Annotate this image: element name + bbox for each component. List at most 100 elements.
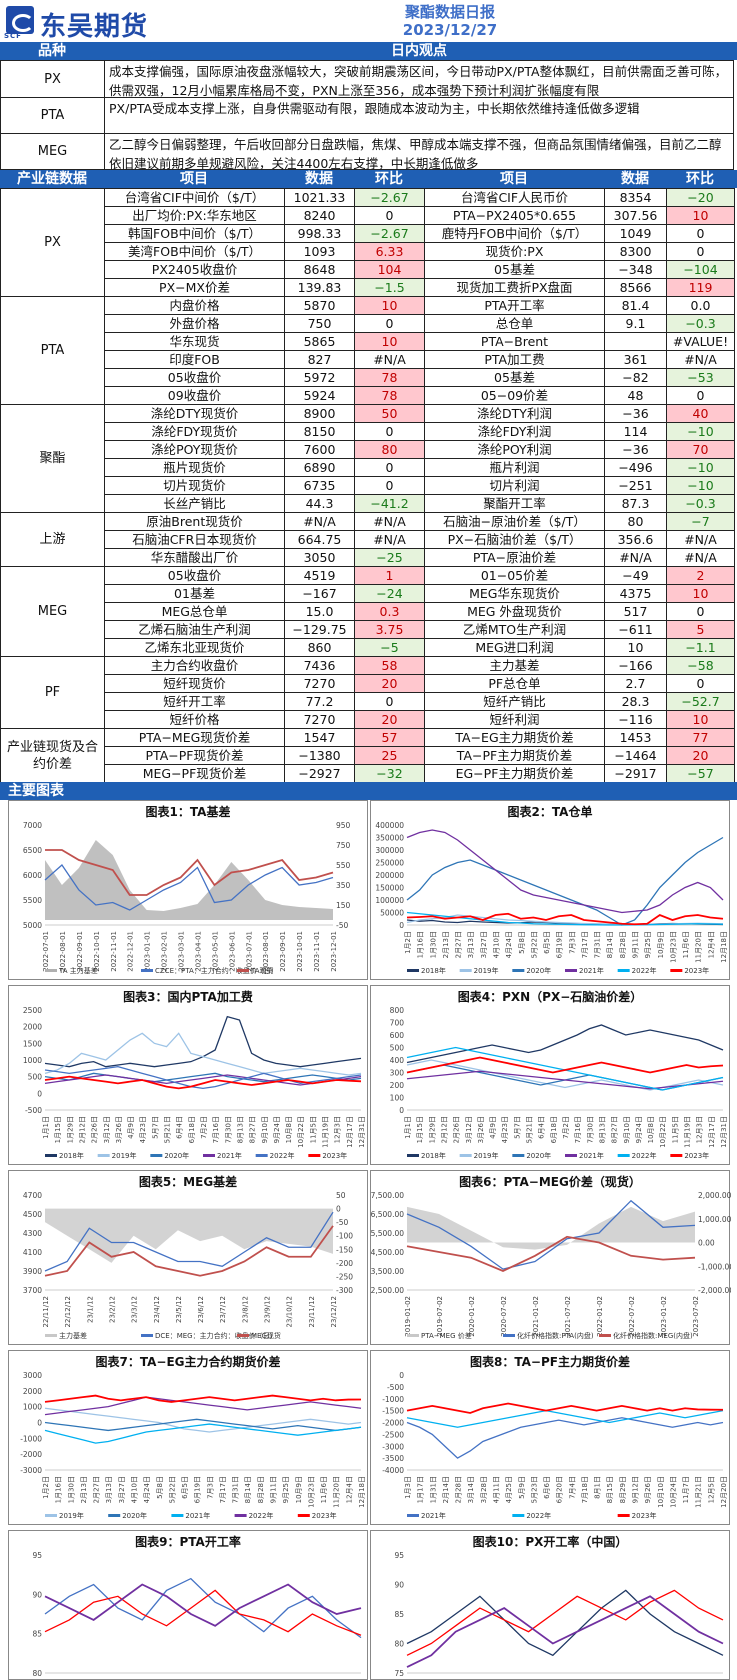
category-cell: PX [0, 188, 105, 297]
y-tick-label: 0 [399, 1371, 404, 1380]
y-tick-label: 2,500.00 [371, 1286, 404, 1295]
x-tick-label: 2月12日 [78, 1116, 86, 1143]
x-tick-label: 9月11日 [270, 1476, 278, 1503]
x-tick-label: 2月26日 [91, 1116, 99, 1143]
item-cell: 涤纶DTY利润 [424, 404, 605, 423]
x-tick-label: 2月26日 [453, 1116, 461, 1143]
change-cell: −58 [666, 656, 735, 675]
item-cell: 短纤开工率 [104, 692, 285, 711]
series-area [407, 1206, 695, 1250]
category-cell: MEG [0, 566, 105, 657]
chart-panel: 图表9：PTA开工率 95 90 85 80 [8, 1530, 368, 1680]
item-cell: 短纤利润 [424, 710, 605, 729]
x-tick-label: 2019-01-02 [404, 1296, 412, 1337]
change-cell: 0 [354, 476, 425, 495]
change-cell: #N/A [666, 548, 735, 567]
change-cell: #VALUE! [666, 332, 735, 351]
view-text: PX/PTA受成本支撑上涨，自身供需驱动有限，跟随成本波动为主，中长期依然维持逢… [109, 101, 640, 116]
category-cell: 产业链现货及合约价差 [0, 728, 105, 783]
value-cell: 2.7 [604, 674, 667, 693]
x-tick-label: 4月10日 [130, 1476, 138, 1503]
legend-swatch [308, 1154, 321, 1157]
x-tick-label: 12月20日 [720, 1476, 728, 1508]
view-label: PTA [1, 98, 105, 133]
value-cell: −2927 [284, 764, 355, 783]
col-header: 项目 [500, 171, 528, 187]
x-tick-label: 11月21日 [695, 1476, 703, 1508]
legend-label: 2018年 [59, 1151, 84, 1160]
y-right-tick-label: 2,000.00 [698, 1191, 731, 1200]
change-cell: −1.5 [354, 278, 425, 297]
item-cell: 印度FOB [104, 350, 285, 369]
series-line [44, 1396, 362, 1416]
y-tick-label: 50000 [380, 909, 404, 918]
x-tick-label: 11月5日 [671, 1116, 679, 1143]
value-cell: 998.33 [284, 224, 355, 243]
table-row: 出厂均价:PX:华东地区 8240 0 PTA−PX2405*0.655 307.56 1… [1, 206, 735, 225]
item-cell: 华东醋酸出厂价 [104, 548, 285, 567]
item-cell: EG−PF主力期货价差 [424, 764, 605, 783]
value-cell: #N/A [604, 548, 667, 567]
y-tick-label: 5500 [23, 896, 42, 905]
charts-section-bar: 主要图表 [0, 782, 737, 800]
change-cell: 20 [666, 746, 735, 765]
x-tick-label: 1月30日 [67, 1476, 75, 1503]
chart-plot: 95 90 85 80 75 [394, 1551, 724, 1678]
series-line [44, 864, 334, 911]
x-tick-label: 8月28日 [619, 931, 627, 958]
col-header: 环比 [686, 171, 714, 187]
value-cell: 8354 [604, 188, 667, 207]
x-tick-label: 2019-07-02 [436, 1296, 444, 1337]
value-cell: 8900 [284, 404, 355, 423]
x-tick-label: 9月26日 [644, 1476, 652, 1503]
value-cell: −496 [604, 458, 667, 477]
chart-plot: 70006500600055005000950750550350150-5020… [23, 821, 351, 975]
x-tick-label: 12月18日 [358, 1476, 366, 1508]
series-area [45, 840, 333, 920]
series-line [406, 829, 724, 914]
legend-label: 2018年 [421, 1151, 446, 1160]
y-tick-label: 350000 [375, 834, 404, 843]
y-tick-label: 3000 [23, 1371, 42, 1380]
change-cell: 0 [666, 674, 735, 693]
x-tick-label: 9月10日 [623, 1116, 631, 1143]
change-cell: −57 [666, 764, 735, 783]
change-cell: 10 [354, 296, 425, 315]
legend-swatch [512, 1154, 525, 1157]
x-tick-label: 23/3/12 [131, 1296, 139, 1323]
item-cell: 乙烯东北亚现货价 [104, 638, 285, 657]
series-line [44, 1577, 362, 1639]
y-right-tick-label: 0.00 [698, 1239, 715, 1248]
change-cell: −41.2 [354, 494, 425, 513]
item-cell: 现货加工费折PX盘面 [424, 278, 605, 297]
report-title: 聚酯数据日报 [404, 3, 495, 21]
legend-label: 2023年 [312, 1511, 337, 1520]
table-row: MEG 05收盘价 4519 1 01−05价差 −49 2 [0, 566, 735, 657]
x-tick-label: 12月31日 [358, 1116, 366, 1148]
value-cell: 8240 [284, 206, 355, 225]
x-tick-label: 1月3日 [404, 1476, 412, 1499]
table-row: 印度FOB 827 #N/A PTA加工费 361 #N/A [1, 350, 735, 369]
change-cell: #N/A [354, 350, 425, 369]
x-tick-label: 11月6日 [682, 931, 690, 958]
series-line [44, 1225, 334, 1277]
x-tick-label: 5月22日 [168, 1476, 176, 1503]
item-cell: 鹿特丹FOB中间价（$/T） [424, 224, 605, 243]
item-cell: 01−05价差 [424, 566, 605, 585]
x-tick-label: 23/6/12 [197, 1296, 205, 1323]
y-tick-label: 2000 [23, 1387, 42, 1396]
table-row: 涤纶POY现货价 7600 80 涤纶POY利润 −36 70 [1, 440, 735, 459]
x-tick-label: 12月3日 [696, 1116, 704, 1143]
x-tick-label: 2022-10-01 [93, 931, 101, 972]
value-cell: 4519 [284, 566, 355, 585]
y-tick-label: 90 [32, 1590, 42, 1599]
change-cell: 0 [666, 242, 735, 261]
x-tick-label: 23/10/12 [286, 1296, 294, 1327]
item-cell: 涤纶FDY现货价 [104, 422, 285, 441]
change-cell: −53 [666, 368, 735, 387]
x-tick-label: 22/11/12 [42, 1296, 50, 1327]
legend-swatch [45, 969, 57, 972]
y-tick-label: 6000 [23, 871, 42, 880]
x-tick-label: 3月26日 [477, 1116, 485, 1143]
change-cell: 0 [354, 692, 425, 711]
